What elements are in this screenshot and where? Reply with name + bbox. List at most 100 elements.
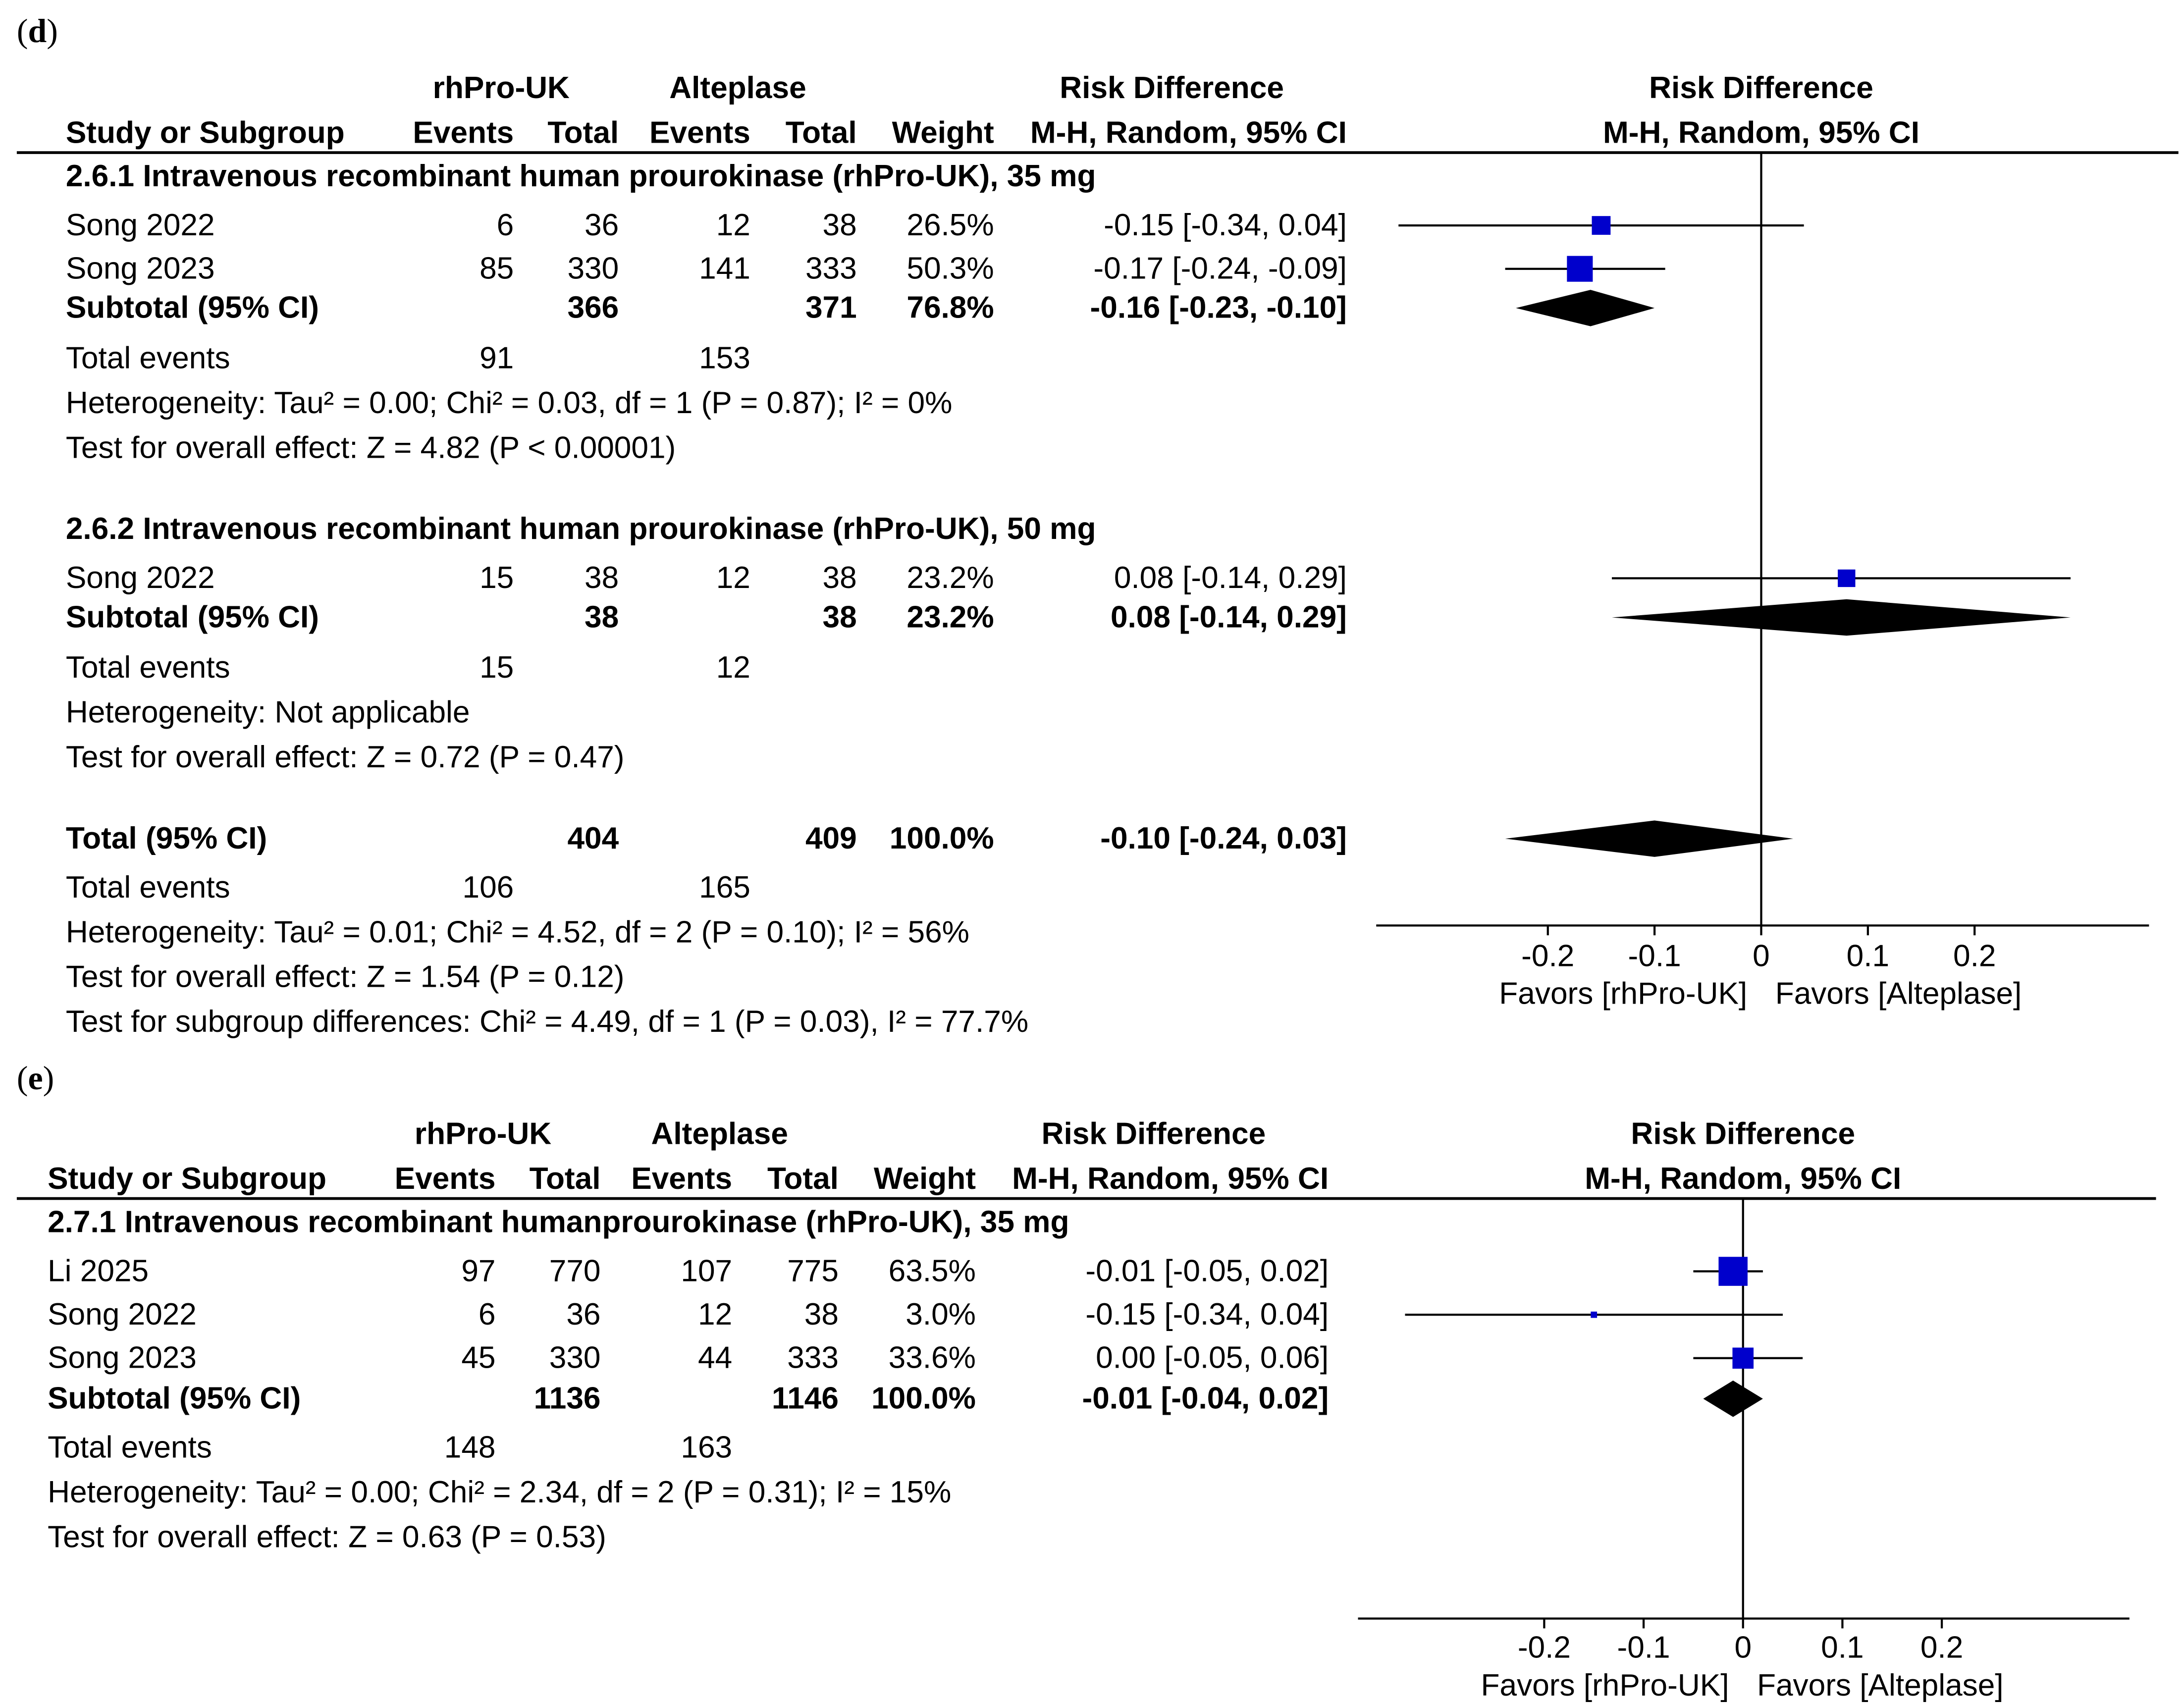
panel-d-study-weight: 26.5% [906,208,994,242]
panel-d-x-tick-label: -0.1 [1628,939,1681,973]
panel-d-header-group2: Alteplase [669,71,806,105]
panel-d-stat-text: Test for subgroup differences: Chi² = 4.… [66,1005,1028,1039]
panel-d-x-tick-label: -0.2 [1521,939,1574,973]
panel-d-study-marker [1592,216,1611,235]
panel-d-study-events1: 15 [479,561,514,595]
panel-d-events-group2: 12 [716,650,750,685]
panel-e-x-tick-label: 0 [1734,1631,1752,1665]
panel-e-study-events1: 6 [479,1297,496,1331]
panel-d-events-group1: 15 [479,650,514,685]
panel-e-events-group2: 163 [681,1430,732,1464]
panel-d-subtotal-name: Total (95% CI) [66,821,267,855]
panel-d-subtotal-weight: 23.2% [906,600,994,634]
panel-d-events-label: Total events [66,650,230,685]
panel-e-study-weight: 33.6% [889,1341,976,1375]
panel-d-subtotal-total1: 366 [567,291,619,325]
panel-d-events-group1: 106 [463,870,514,905]
panel-d-study-name: Song 2022 [66,561,215,595]
panel-d-events-group2: 165 [699,870,750,905]
panel-d-study-total2: 38 [823,561,857,595]
panel-e-header-study: Study or Subgroup [48,1162,326,1196]
panel-d-subgroup-title: 2.6.2 Intravenous recombinant human prou… [66,512,1096,546]
panel-e-study-weight: 3.0% [906,1297,976,1331]
panel-d-plot-header-method: M-H, Random, 95% CI [1603,115,1919,150]
panel-e-x-tick-label: 0.2 [1920,1631,1963,1665]
panel-e-header-events2: Events [631,1162,732,1196]
panel-d-header-study: Study or Subgroup [66,115,345,150]
panel-d-study-name: Song 2023 [66,251,215,285]
panel-e-subtotal-name: Subtotal (95% CI) [48,1382,301,1416]
panel-e-subtotal-ci: -0.01 [-0.04, 0.02] [1082,1382,1329,1416]
panel-d-study-events1: 6 [497,208,514,242]
panel-e-header-total2: Total [767,1162,839,1196]
panel-d-subtotal-ci: -0.10 [-0.24, 0.03] [1100,821,1347,855]
panel-e-stat-text: Heterogeneity: Tau² = 0.00; Chi² = 2.34,… [48,1475,951,1509]
panel-d-stat-text: Heterogeneity: Not applicable [66,695,470,730]
panel-e-study-name: Song 2023 [48,1341,197,1375]
panel-d-subtotal-total2: 371 [805,291,857,325]
panel-d-header-group1: rhPro-UK [433,71,570,105]
panel-d-study-marker [1567,256,1593,282]
panel-e-study-ci: 0.00 [-0.05, 0.06] [1096,1341,1329,1375]
panel-d-subtotal-name: Subtotal (95% CI) [66,291,319,325]
panel-d-study-name: Song 2022 [66,208,215,242]
panel-e-header-total1: Total [530,1162,601,1196]
panel-e-plot-header-method: M-H, Random, 95% CI [1585,1162,1901,1196]
panel-e-subtotal-weight: 100.0% [871,1382,976,1416]
panel-e-x-tick-label: -0.2 [1518,1631,1571,1665]
panel-d-stat-text: Test for overall effect: Z = 1.54 (P = 0… [66,960,625,994]
panel-e-study-marker [1718,1257,1748,1286]
panel-d-subgroup-title: 2.6.1 Intravenous recombinant human prou… [66,159,1096,193]
panel-e-study-total2: 333 [787,1341,839,1375]
panel-e-study-events1: 45 [461,1341,495,1375]
panel-d-study-total1: 38 [585,561,619,595]
panel-d-subtotal-weight: 76.8% [906,291,994,325]
panel-e-study-total2: 775 [787,1254,839,1288]
panel-e-study-name: Li 2025 [48,1254,149,1288]
panel-d-subtotal-diamond [1611,599,2071,636]
panel-d-x-tick-label: 0.2 [1953,939,1996,973]
panel-d-header-total2: Total [786,115,857,150]
panel-e-events-label: Total events [48,1430,212,1464]
panel-d-stat-text: Test for overall effect: Z = 4.82 (P < 0… [66,430,676,465]
panel-d-subtotal-total2: 409 [805,821,857,855]
panel-d-events-group2: 153 [699,341,750,375]
panel-d-stat-text: Heterogeneity: Tau² = 0.00; Chi² = 0.03,… [66,386,953,420]
panel-e-events-group1: 148 [444,1430,496,1464]
panel-e-study-name: Song 2022 [48,1297,197,1331]
panel-e-stat-text: Test for overall effect: Z = 0.63 (P = 0… [48,1520,606,1554]
panel-e-study-events2: 12 [698,1297,732,1331]
panel-d-favors-left: Favors [rhPro-UK] [1499,977,1747,1011]
panel-d-header-risk-difference: Risk Difference [1060,71,1284,105]
panel-d-subtotal-name: Subtotal (95% CI) [66,600,319,634]
panel-e-favors-right: Favors [Alteplase] [1757,1668,2004,1703]
panel-d-study-ci: 0.08 [-0.14, 0.29] [1114,561,1347,595]
panel-e-study-ci: -0.15 [-0.34, 0.04] [1085,1297,1329,1331]
panel-d-study-total1: 36 [585,208,619,242]
panel-d-plot-header-title: Risk Difference [1649,71,1873,105]
panel-d-subtotal-ci: -0.16 [-0.23, -0.10] [1090,291,1347,325]
panel-d-study-events2: 141 [699,251,750,285]
panel-d-study-total2: 38 [823,208,857,242]
panel-e-study-total1: 330 [549,1341,601,1375]
panel-e-study-total2: 38 [804,1297,839,1331]
panel-d-study-weight: 50.3% [906,251,994,285]
panel-e-study-ci: -0.01 [-0.05, 0.02] [1085,1254,1329,1288]
panel-d-study-events2: 12 [716,561,750,595]
panel-d-stat-text: Heterogeneity: Tau² = 0.01; Chi² = 4.52,… [66,915,969,949]
panel-d-study-events2: 12 [716,208,750,242]
panel-d-subtotal-total1: 404 [567,821,619,855]
panel-e-header-risk-difference: Risk Difference [1042,1117,1266,1151]
panel-d-study-total1: 330 [567,251,619,285]
panel-e-study-total1: 770 [549,1254,601,1288]
panel-d-header-events2: Events [649,115,750,150]
panel-d-events-group1: 91 [479,341,514,375]
panel-e-plot-header-title: Risk Difference [1631,1117,1855,1151]
panel-e-subtotal-total2: 1146 [772,1382,839,1416]
panel-e-study-weight: 63.5% [889,1254,976,1288]
panel-e-subtotal-total1: 1136 [534,1382,601,1416]
panel-e-x-tick-label: 0.1 [1821,1631,1864,1665]
panel-e-header-method: M-H, Random, 95% CI [1012,1162,1329,1196]
